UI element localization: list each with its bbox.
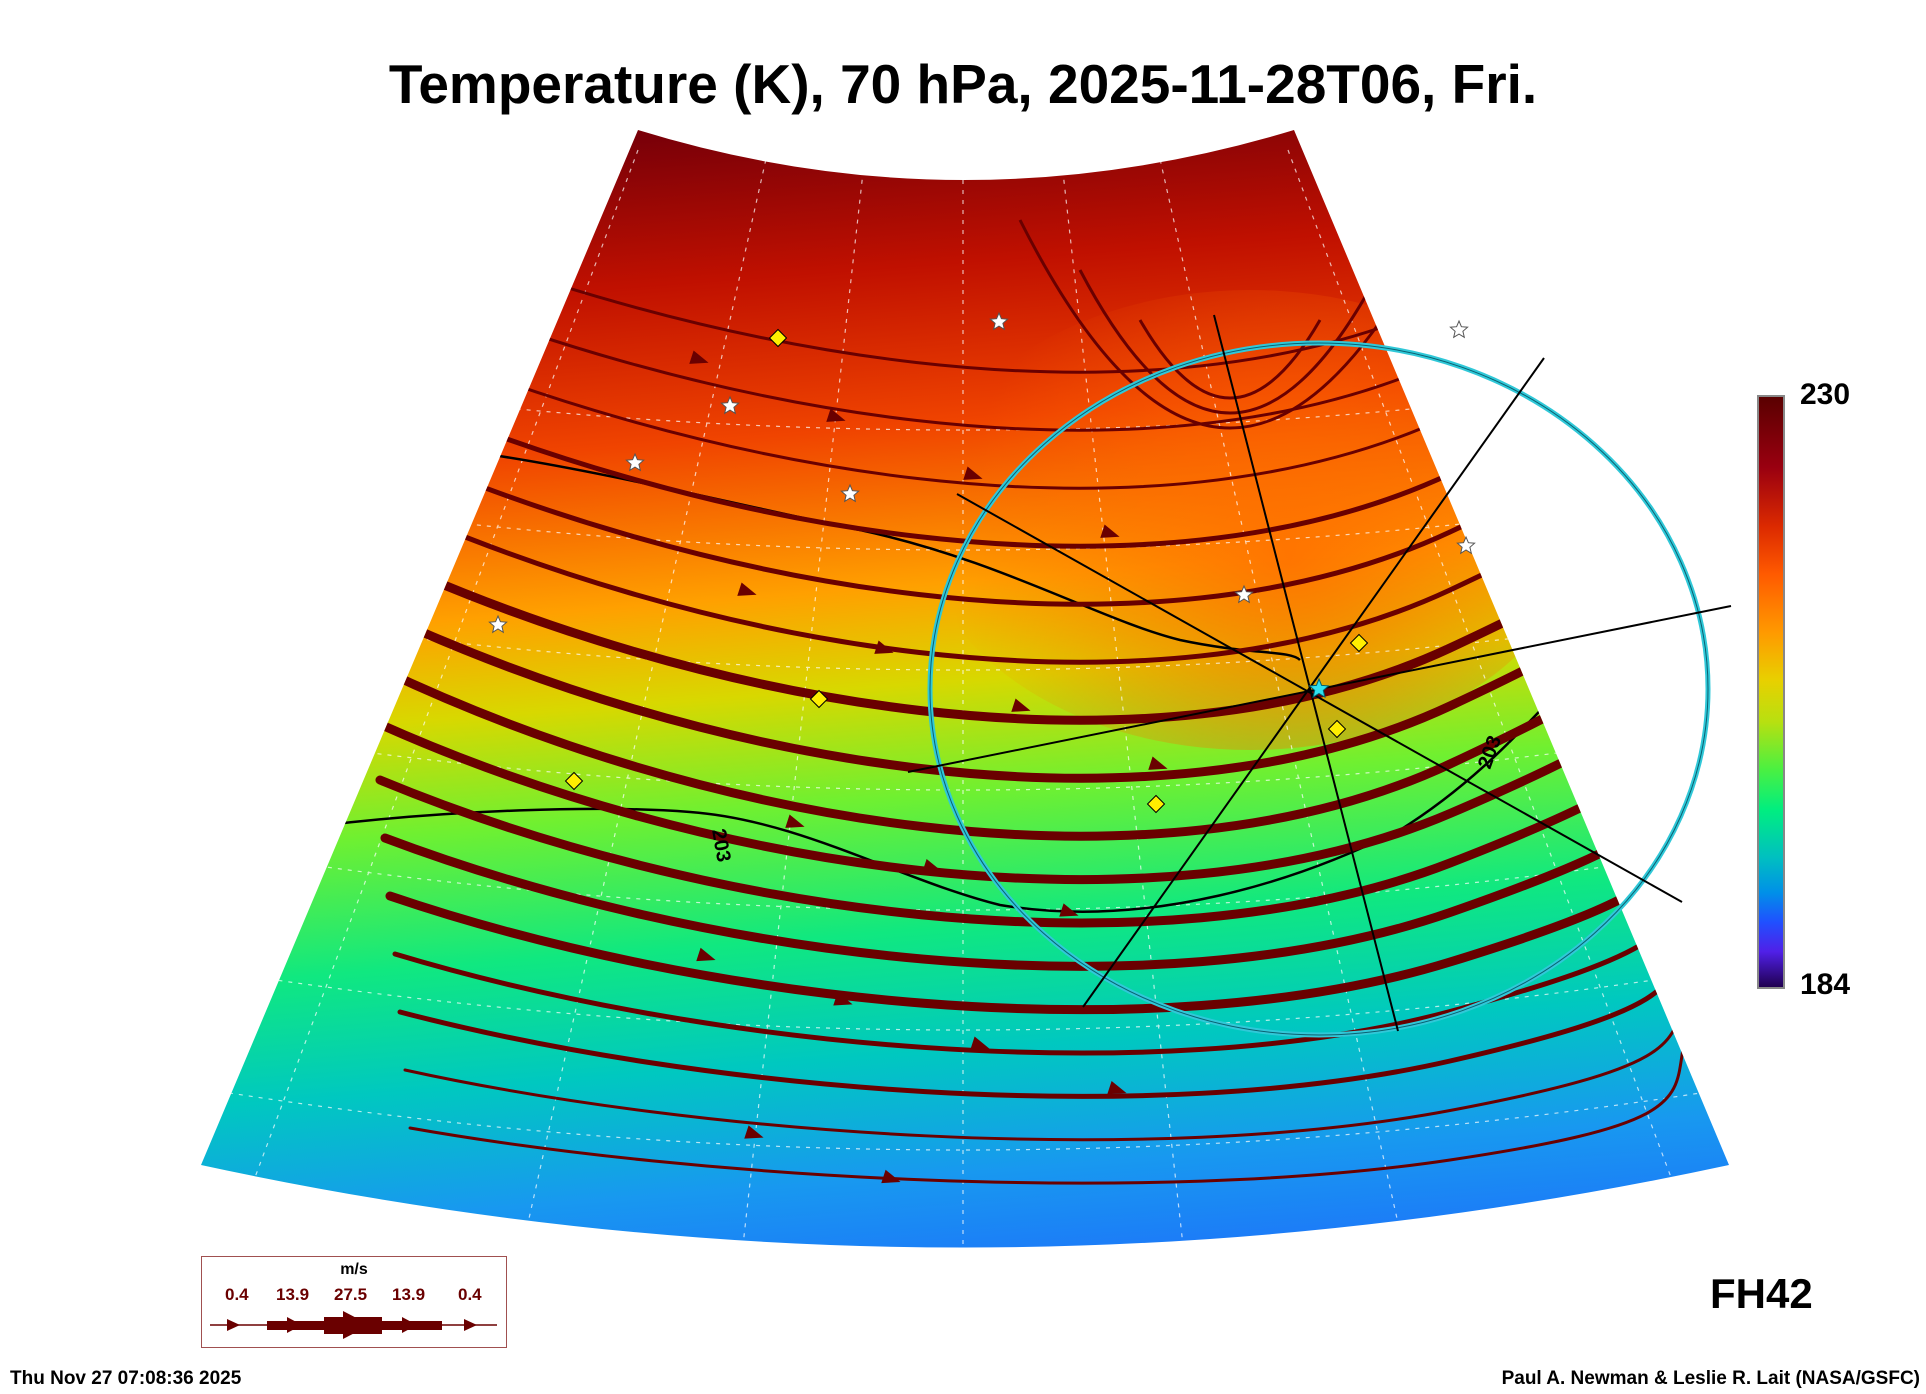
longitude-line [1287, 149, 1714, 1248]
diamond-marker [1349, 633, 1369, 653]
streamline-arrow [696, 947, 716, 962]
colorbar-min: 184 [1800, 968, 1851, 1001]
streamline-arrow [689, 350, 709, 364]
streamline [408, 996, 1702, 1185]
colorbar-max: 230 [1800, 378, 1851, 411]
longitude-line [212, 149, 639, 1248]
legend-arrow [210, 1311, 497, 1339]
forecast-hour: FH42 [1710, 1270, 1813, 1317]
streamline-arrow [826, 408, 846, 422]
star-marker [625, 452, 645, 472]
range-ring-inner [929, 342, 1709, 1036]
cross-line [956, 493, 1683, 903]
diamond-marker [809, 689, 829, 709]
legend-unit: m/s [340, 1261, 368, 1278]
diamond-marker [1327, 719, 1347, 739]
legend-value: 0.4 [225, 1285, 249, 1304]
streamline-arrow [1107, 1080, 1127, 1095]
streamline-arrow [737, 582, 757, 596]
markers [488, 311, 1476, 814]
streamline-arrow [1100, 524, 1120, 538]
star-marker [720, 395, 740, 415]
diamond-marker [768, 328, 788, 348]
star-marker [1449, 319, 1469, 339]
map-field [201, 130, 1729, 1248]
cross-line [1213, 314, 1399, 1032]
colorbar [1757, 395, 1785, 989]
streamline-arrow [963, 466, 983, 480]
streamline-arrow [1059, 903, 1079, 917]
legend-value: 13.9 [276, 1285, 310, 1304]
contour-line-203 [317, 689, 1561, 913]
streamline-arrow [970, 1036, 990, 1050]
streamline [1138, 319, 1322, 400]
streamline-arrow [881, 1169, 901, 1184]
streamline [1078, 269, 1382, 415]
longitude-line [512, 149, 769, 1248]
center-star-icon [1308, 677, 1330, 699]
legend-value: 13.9 [392, 1285, 426, 1304]
legend-value: 27.5 [334, 1285, 368, 1304]
star-marker [488, 614, 508, 634]
star-marker [1456, 535, 1476, 555]
map-title: Temperature (K), 70 hPa, 2025-11-28T06, … [388, 53, 1538, 115]
wind-speed-legend: m/s 0.4 13.9 27.5 13.9 0.4 [201, 1256, 507, 1348]
graticule [201, 149, 1729, 1248]
longitude-line [737, 149, 867, 1248]
cross-line [1082, 357, 1545, 1008]
streamline-arrow [744, 1125, 764, 1139]
star-marker [1234, 584, 1254, 604]
diamond-marker [564, 771, 584, 791]
streamline-arrow [922, 858, 942, 873]
footer-credit: Paul A. Newman & Leslie R. Lait (NASA/GS… [1501, 1368, 1920, 1389]
legend-value: 0.4 [458, 1285, 482, 1304]
streamline-arrow [874, 640, 894, 654]
footer-timestamp: Thu Nov 27 07:08:36 2025 [10, 1368, 242, 1389]
star-marker [840, 483, 860, 503]
streamline-arrow [1148, 756, 1168, 770]
star-marker [989, 311, 1009, 331]
diamond-marker [1146, 794, 1166, 814]
streamline-arrow [785, 814, 805, 828]
longitude-line [1157, 149, 1414, 1248]
streamline-arrow [1011, 698, 1031, 712]
streamline-arrow [833, 992, 853, 1006]
